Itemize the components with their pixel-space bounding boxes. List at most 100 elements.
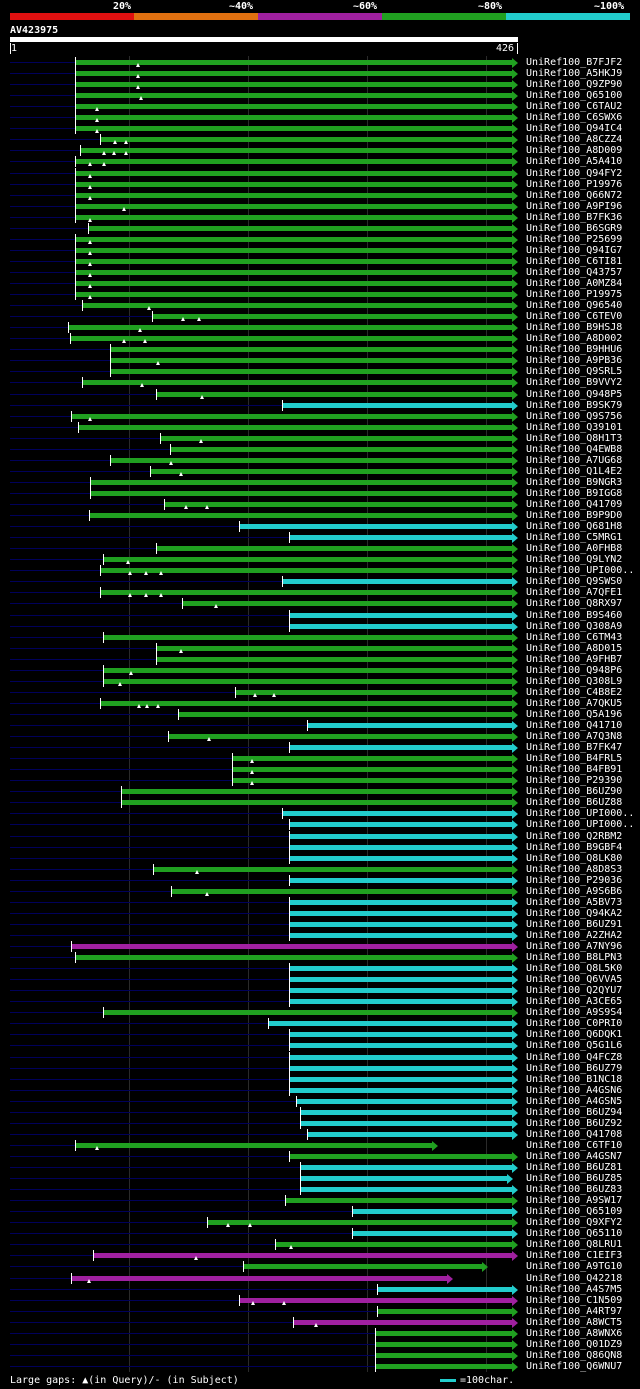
hit-row[interactable]: UniRef100_Q308L9 — [0, 676, 640, 687]
hit-label[interactable]: UniRef100_Q4EWB8 — [526, 444, 623, 455]
hit-row[interactable]: UniRef100_B7FK36 — [0, 212, 640, 223]
hit-row[interactable]: UniRef100_B9SK79 — [0, 400, 640, 411]
hit-row[interactable]: UniRef100_B6UZ91 — [0, 919, 640, 930]
hit-label[interactable]: UniRef100_A8CZZ4 — [526, 134, 623, 145]
hit-label[interactable]: UniRef100_A0MZ84 — [526, 278, 623, 289]
hit-label[interactable]: UniRef100_P19975 — [526, 289, 623, 300]
hit-bar[interactable] — [290, 900, 512, 905]
hit-label[interactable]: UniRef100_A8D002 — [526, 333, 623, 344]
hit-label[interactable]: UniRef100_Q94FY2 — [526, 168, 623, 179]
hit-row[interactable]: UniRef100_C1N509 — [0, 1295, 640, 1306]
hit-label[interactable]: UniRef100_A8WNX6 — [526, 1328, 623, 1339]
hit-label[interactable]: UniRef100_A8WCT5 — [526, 1317, 623, 1328]
hit-bar[interactable] — [290, 822, 512, 827]
hit-label[interactable]: UniRef100_Q66N72 — [526, 190, 623, 201]
hit-bar[interactable] — [111, 458, 512, 463]
hit-bar[interactable] — [290, 856, 512, 861]
hit-label[interactable]: UniRef100_Q8H1T3 — [526, 433, 623, 444]
hit-row[interactable]: UniRef100_C6TF10 — [0, 1140, 640, 1151]
hit-row[interactable]: UniRef100_Q4FCZ8 — [0, 1052, 640, 1063]
hit-row[interactable]: UniRef100_Q6VVA5 — [0, 974, 640, 985]
hit-bar[interactable] — [89, 226, 512, 231]
hit-row[interactable]: UniRef100_B1NC18 — [0, 1074, 640, 1085]
hit-row[interactable]: UniRef100_Q8L5K0 — [0, 963, 640, 974]
hit-row[interactable]: UniRef100_A4GSN7 — [0, 1151, 640, 1162]
hit-bar[interactable] — [101, 701, 512, 706]
hit-bar[interactable] — [301, 1110, 512, 1115]
hit-label[interactable]: UniRef100_P29036 — [526, 875, 623, 886]
hit-bar[interactable] — [283, 811, 512, 816]
hit-label[interactable]: UniRef100_Q9XFY2 — [526, 1217, 623, 1228]
hit-bar[interactable] — [244, 1264, 482, 1269]
hit-row[interactable]: UniRef100_Q65110 — [0, 1228, 640, 1239]
hit-row[interactable]: UniRef100_A4GSN5 — [0, 1096, 640, 1107]
hit-row[interactable]: UniRef100_B7FK47 — [0, 742, 640, 753]
hit-row[interactable]: UniRef100_B9GBF4 — [0, 842, 640, 853]
hit-label[interactable]: UniRef100_A7NY96 — [526, 941, 623, 952]
hit-row[interactable]: UniRef100_A0MZ84 — [0, 278, 640, 289]
hit-row[interactable]: UniRef100_A4RT97 — [0, 1306, 640, 1317]
hit-label[interactable]: UniRef100_Q8RX97 — [526, 598, 623, 609]
hit-bar[interactable] — [290, 624, 512, 629]
hit-label[interactable]: UniRef100_C4B8E2 — [526, 687, 623, 698]
hit-label[interactable]: UniRef100_B6UZ91 — [526, 919, 623, 930]
hit-label[interactable]: UniRef100_Q65110 — [526, 1228, 623, 1239]
hit-bar[interactable] — [290, 834, 512, 839]
hit-row[interactable]: UniRef100_B8LPN3 — [0, 952, 640, 963]
hit-bar[interactable] — [76, 126, 512, 131]
hit-label[interactable]: UniRef100_A9PI96 — [526, 201, 623, 212]
hit-label[interactable]: UniRef100_A2ZHA2 — [526, 930, 623, 941]
hit-bar[interactable] — [290, 988, 512, 993]
hit-row[interactable]: UniRef100_Q6WNU7 — [0, 1361, 640, 1372]
hit-label[interactable]: UniRef100_P25699 — [526, 234, 623, 245]
hit-row[interactable]: UniRef100_C4B8E2 — [0, 687, 640, 698]
hit-label[interactable]: UniRef100_A5A410 — [526, 156, 623, 167]
hit-bar[interactable] — [91, 480, 512, 485]
hit-row[interactable]: UniRef100_C0PRI0 — [0, 1018, 640, 1029]
hit-label[interactable]: UniRef100_Q42218 — [526, 1273, 623, 1284]
hit-bar[interactable] — [76, 292, 512, 297]
hit-label[interactable]: UniRef100_B9P9D0 — [526, 510, 623, 521]
hit-bar[interactable] — [157, 392, 512, 397]
hit-bar[interactable] — [183, 601, 512, 606]
hit-bar[interactable] — [111, 347, 512, 352]
hit-label[interactable]: UniRef100_B6SGR9 — [526, 223, 623, 234]
hit-bar[interactable] — [376, 1353, 512, 1358]
hit-row[interactable]: UniRef100_UPI000.. — [0, 565, 640, 576]
hit-label[interactable]: UniRef100_Q6VVA5 — [526, 974, 623, 985]
hit-label[interactable]: UniRef100_Q96540 — [526, 300, 623, 311]
hit-label[interactable]: UniRef100_A9SW17 — [526, 1195, 623, 1206]
hit-bar[interactable] — [76, 237, 512, 242]
hit-bar[interactable] — [83, 380, 512, 385]
hit-bar[interactable] — [76, 955, 512, 960]
hit-label[interactable]: UniRef100_Q8LRU1 — [526, 1239, 623, 1250]
hit-label[interactable]: UniRef100_A9FHB7 — [526, 654, 623, 665]
hit-label[interactable]: UniRef100_A8D015 — [526, 643, 623, 654]
hit-label[interactable]: UniRef100_Q41710 — [526, 720, 623, 731]
hit-row[interactable]: UniRef100_Q9S756 — [0, 411, 640, 422]
hit-label[interactable]: UniRef100_B4FRL5 — [526, 753, 623, 764]
hit-row[interactable]: UniRef100_B6UZ83 — [0, 1184, 640, 1195]
hit-bar[interactable] — [294, 1320, 512, 1325]
hit-bar[interactable] — [233, 778, 512, 783]
hit-label[interactable]: UniRef100_A4GSN7 — [526, 1151, 623, 1162]
hit-bar[interactable] — [76, 171, 512, 176]
hit-bar[interactable] — [111, 358, 512, 363]
hit-bar[interactable] — [290, 613, 512, 618]
hit-row[interactable]: UniRef100_A5BV73 — [0, 897, 640, 908]
hit-bar[interactable] — [76, 281, 512, 286]
hit-label[interactable]: UniRef100_Q4FCZ8 — [526, 1052, 623, 1063]
hit-label[interactable]: UniRef100_A9PB36 — [526, 355, 623, 366]
hit-label[interactable]: UniRef100_Q86QN8 — [526, 1350, 623, 1361]
hit-bar[interactable] — [104, 557, 512, 562]
hit-row[interactable]: UniRef100_Q41710 — [0, 720, 640, 731]
hit-label[interactable]: UniRef100_Q681H8 — [526, 521, 623, 532]
hit-bar[interactable] — [378, 1287, 512, 1292]
hit-row[interactable]: UniRef100_Q39101 — [0, 422, 640, 433]
hit-bar[interactable] — [101, 568, 512, 573]
hit-row[interactable]: UniRef100_Q42218 — [0, 1273, 640, 1284]
hit-bar[interactable] — [76, 204, 512, 209]
hit-label[interactable]: UniRef100_A4RT97 — [526, 1306, 623, 1317]
hit-bar[interactable] — [71, 336, 512, 341]
hit-label[interactable]: UniRef100_B6UZ79 — [526, 1063, 623, 1074]
